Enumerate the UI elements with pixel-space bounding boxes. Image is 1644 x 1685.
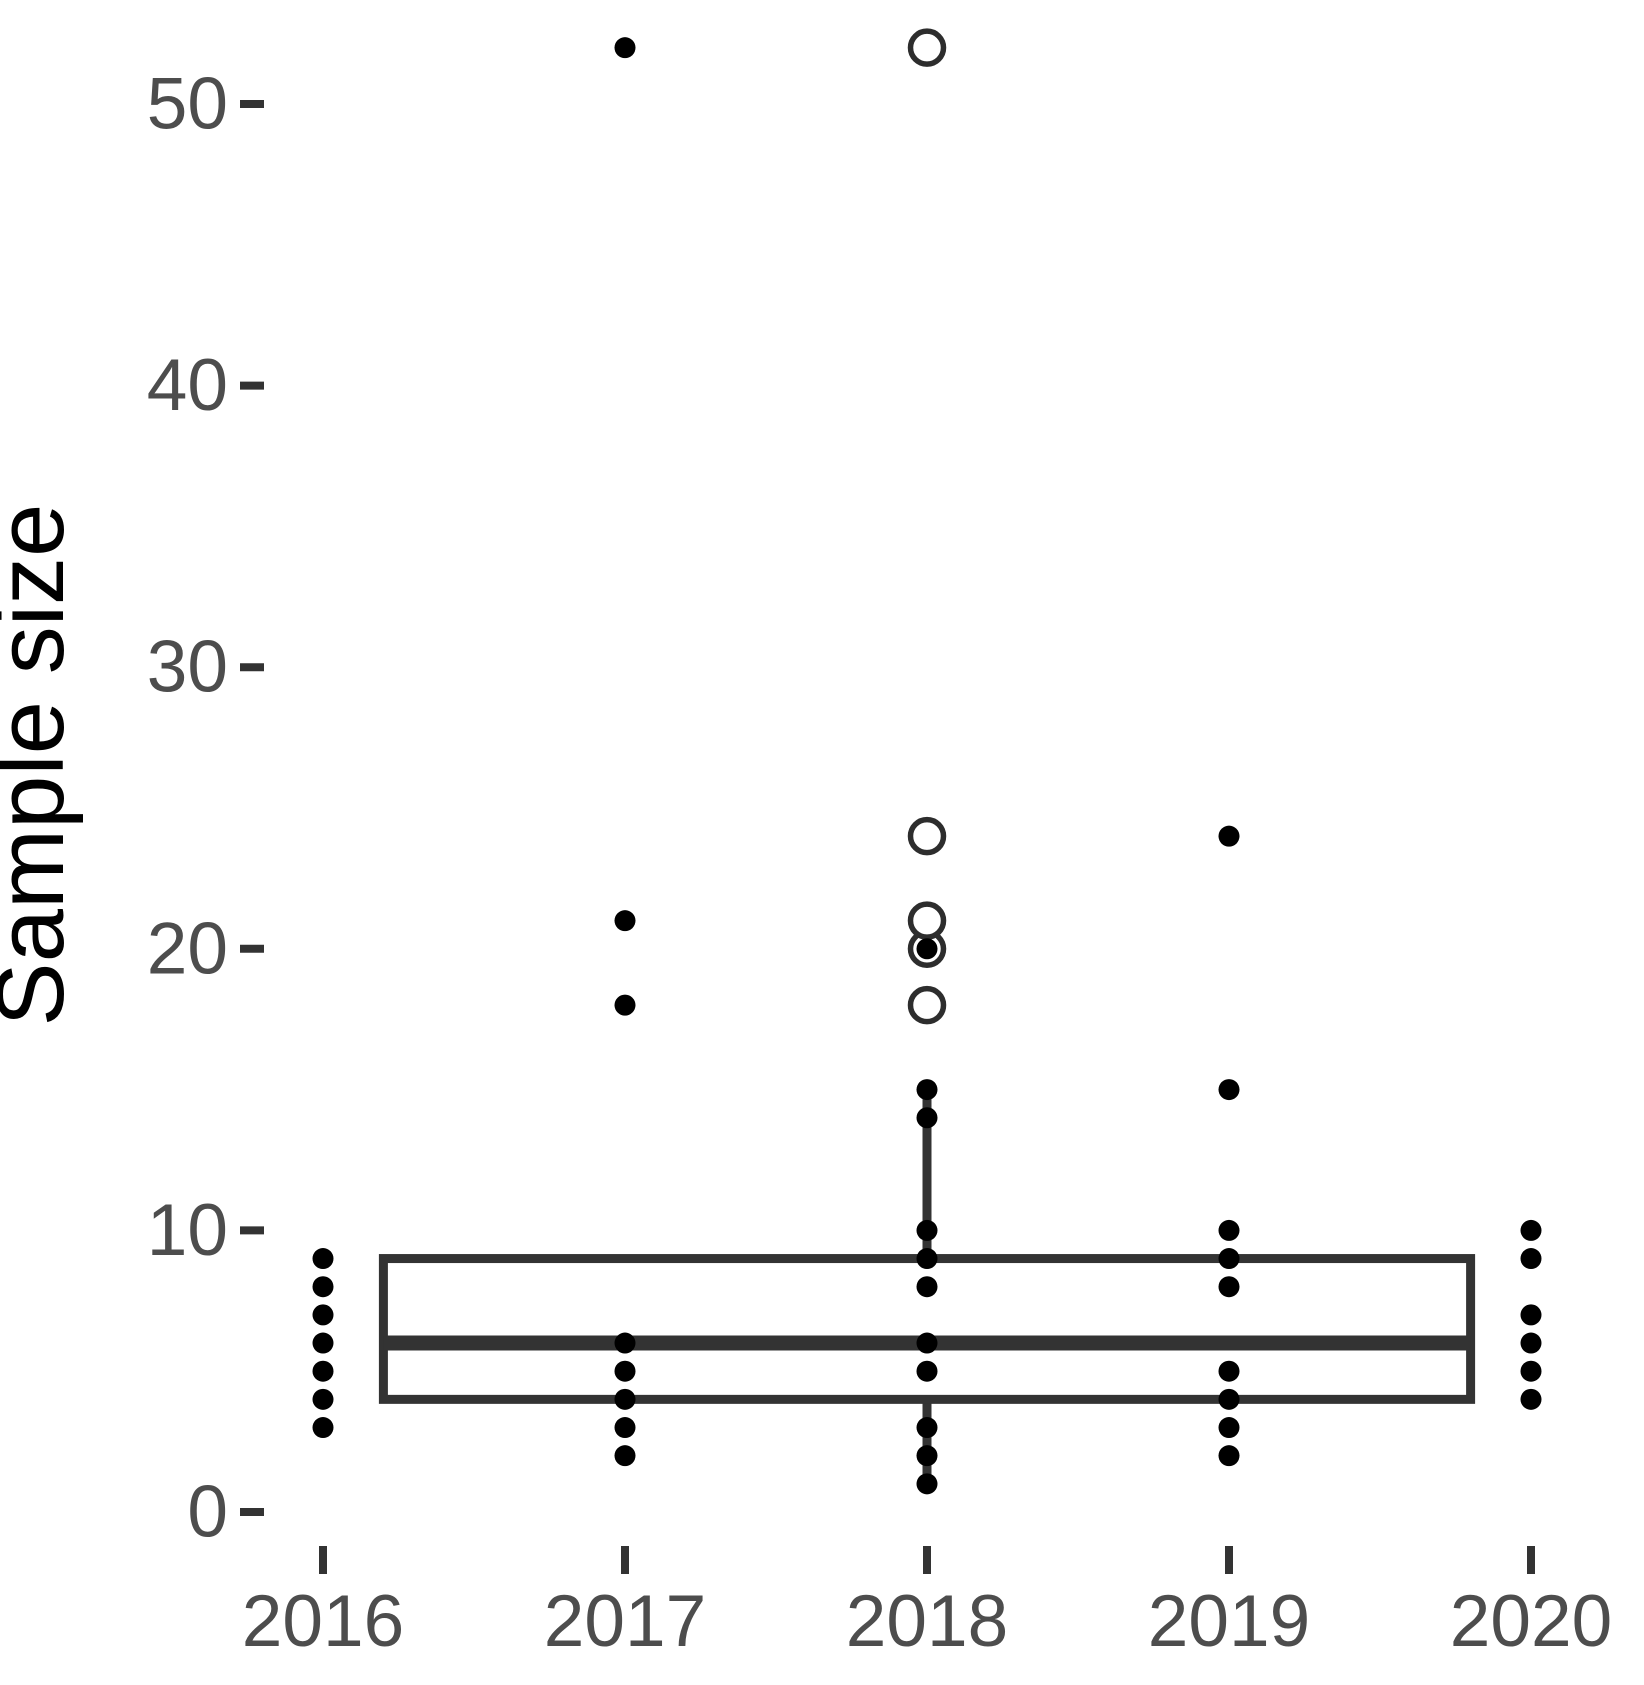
data-point bbox=[312, 1332, 334, 1354]
x-tick-label: 2018 bbox=[846, 1581, 1008, 1662]
data-point bbox=[312, 1417, 334, 1439]
y-axis-title: Sample size bbox=[0, 504, 84, 1027]
data-point bbox=[614, 1417, 636, 1439]
data-point bbox=[1218, 825, 1240, 847]
y-tick-label: 40 bbox=[147, 345, 228, 426]
data-point bbox=[916, 1473, 938, 1495]
data-point bbox=[1520, 1360, 1542, 1382]
x-tick-label: 2017 bbox=[544, 1581, 706, 1662]
data-point bbox=[1520, 1248, 1542, 1270]
data-point bbox=[1218, 1248, 1240, 1270]
data-point bbox=[1218, 1276, 1240, 1298]
axes-layer: 0 10 20 30 40 50 2016 2017 2018 2019 2020 bbox=[147, 64, 1612, 1663]
outlier-circle bbox=[907, 985, 947, 1025]
data-point bbox=[1218, 1219, 1240, 1241]
x-tick-label: 2016 bbox=[242, 1581, 404, 1662]
data-point bbox=[916, 1332, 938, 1354]
data-point bbox=[1218, 1079, 1240, 1101]
data-point bbox=[614, 37, 636, 59]
data-point bbox=[312, 1304, 334, 1326]
y-tick-label: 0 bbox=[187, 1472, 228, 1553]
data-point bbox=[1218, 1360, 1240, 1382]
data-point bbox=[916, 1219, 938, 1241]
data-point bbox=[916, 1248, 938, 1270]
data-point bbox=[614, 1445, 636, 1467]
data-point bbox=[916, 1445, 938, 1467]
y-tick-label: 10 bbox=[147, 1190, 228, 1271]
y-tick-label: 50 bbox=[147, 64, 228, 145]
data-point bbox=[614, 1332, 636, 1354]
outlier-circle bbox=[907, 901, 947, 940]
data-point bbox=[916, 1417, 938, 1439]
data-point bbox=[1218, 1445, 1240, 1467]
data-point bbox=[312, 1276, 334, 1298]
data-point bbox=[614, 1388, 636, 1410]
data-point bbox=[916, 1360, 938, 1382]
outlier-circle bbox=[907, 816, 947, 856]
data-point bbox=[1520, 1388, 1542, 1410]
data-point bbox=[614, 910, 636, 932]
outlier-circle bbox=[907, 28, 947, 67]
points-layer bbox=[312, 28, 1542, 1495]
data-point bbox=[1218, 1388, 1240, 1410]
x-tick-label: 2020 bbox=[1450, 1581, 1612, 1662]
y-tick-label: 30 bbox=[147, 627, 228, 708]
data-point bbox=[916, 1107, 938, 1129]
data-point bbox=[1218, 1417, 1240, 1439]
data-point bbox=[312, 1248, 334, 1270]
x-tick-label: 2019 bbox=[1148, 1581, 1310, 1662]
data-point bbox=[1520, 1332, 1542, 1354]
data-point bbox=[614, 1360, 636, 1382]
data-point bbox=[916, 1276, 938, 1298]
data-point bbox=[1520, 1219, 1542, 1241]
data-point bbox=[916, 1079, 938, 1101]
data-point bbox=[1520, 1304, 1542, 1326]
data-point bbox=[312, 1360, 334, 1382]
data-point bbox=[916, 938, 938, 960]
y-tick-label: 20 bbox=[147, 908, 228, 989]
data-point bbox=[312, 1388, 334, 1410]
data-point bbox=[614, 994, 636, 1016]
